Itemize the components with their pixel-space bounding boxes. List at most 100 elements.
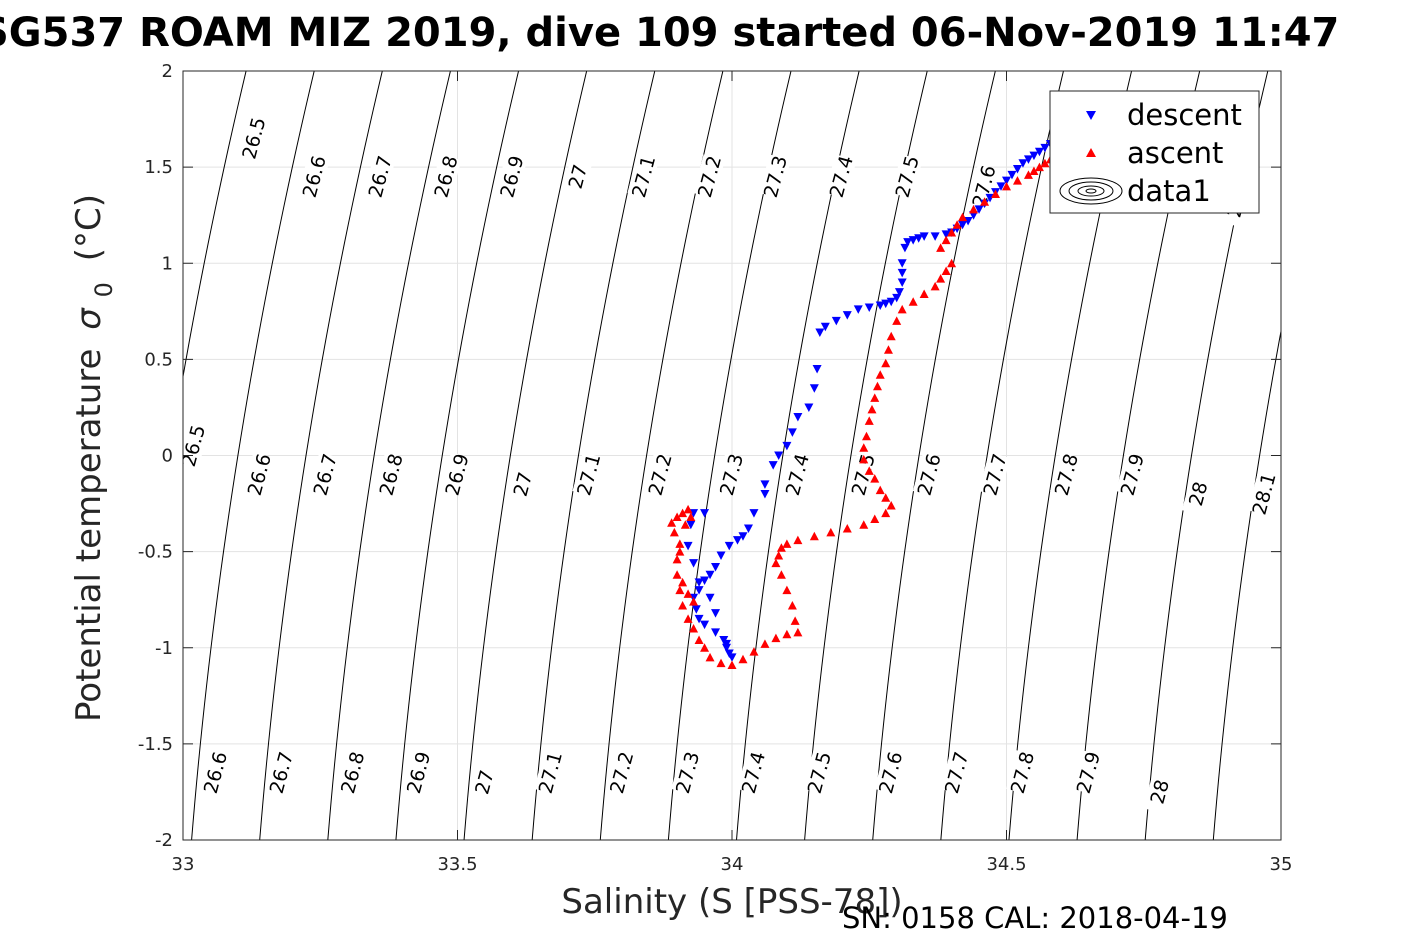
ascent-point: [908, 297, 918, 306]
isopycnal-line: [667, 71, 792, 840]
isopycnal-label-bg: [1181, 471, 1214, 516]
descent-point: [722, 639, 732, 649]
ascent-point: [842, 524, 852, 533]
isopycnal-label-bg: [374, 452, 407, 497]
y-tick-label: 0: [162, 446, 173, 467]
isopycnal-label-bg: [506, 461, 539, 507]
isopycnal-label-bg: [243, 452, 275, 497]
descent-point: [711, 609, 721, 618]
y-tick-label: -1: [155, 638, 173, 659]
ascent-point: [672, 554, 682, 564]
ascent-point: [870, 514, 880, 523]
isopycnal-label: 27: [561, 154, 594, 199]
descent-point: [897, 259, 907, 268]
descent-point: [853, 305, 863, 314]
isopycnal-label-bg: [940, 750, 972, 795]
isopycnal-label-bg: [572, 452, 605, 497]
descent-point: [705, 570, 715, 580]
isopycnal-label-bg: [1116, 452, 1148, 497]
descent-point: [1029, 151, 1039, 161]
ascent-point: [774, 550, 784, 560]
ascent-point: [875, 370, 885, 379]
isopycnal-line: [395, 71, 520, 840]
descent-point: [711, 563, 721, 572]
isopycnal-label: 28: [1143, 769, 1176, 814]
descent-point: [683, 541, 693, 551]
ascent-point: [881, 508, 891, 518]
y-axis-label: Potential temperature σ 0 (°C): [69, 194, 121, 722]
descent-point: [900, 243, 910, 253]
descent-point: [996, 182, 1006, 191]
y-axis-label-subscript: 0: [90, 282, 118, 297]
ascent-point: [686, 512, 696, 522]
ascent-point: [776, 570, 786, 579]
descent-point: [711, 628, 721, 637]
ascent-point: [672, 570, 682, 579]
descent-point: [686, 520, 696, 530]
ascent-point: [859, 520, 869, 529]
ascent-point: [678, 600, 688, 610]
ascent-point: [749, 647, 759, 656]
ascent-point: [793, 627, 803, 637]
ascent-point: [675, 539, 685, 548]
isopycnal-label: 27.8: [1006, 749, 1039, 796]
ascent-point: [870, 474, 880, 483]
ascent-point: [881, 493, 891, 502]
y-axis-label-unit: (°C): [69, 194, 109, 261]
y-tick-label: -0.5: [138, 542, 173, 563]
isopycnal-line: [599, 71, 724, 840]
descent-point: [1034, 147, 1044, 157]
isopycnal-label-bg: [199, 750, 231, 795]
descent-point: [974, 205, 984, 214]
ascent-point: [947, 258, 957, 268]
descent-point: [1023, 155, 1033, 164]
legend-ascent-marker: [1086, 148, 1096, 157]
descent-point: [694, 614, 704, 624]
svg-text:Potential temperature σ: Potential temperature σ 0 (°C): [69, 194, 121, 722]
descent-point: [700, 509, 710, 518]
ascent-point: [859, 454, 869, 464]
chart-title: SG537 ROAM MIZ 2019, dive 109 started 06…: [0, 10, 1339, 56]
descent-point: [793, 413, 803, 422]
ascent-point: [672, 512, 682, 522]
y-tick-label: 1.5: [144, 157, 173, 178]
isopycnal-label-bg: [495, 154, 528, 199]
ascent-point: [667, 518, 677, 527]
descent-point: [1018, 159, 1028, 168]
isopycnal-label-bg: [402, 750, 434, 795]
ascent-point: [958, 212, 968, 222]
ascent-point: [1034, 162, 1044, 172]
y-tick-label: -2: [155, 830, 173, 851]
y-axis-label-symbol: σ: [69, 307, 109, 330]
isopycnal-label-bg: [890, 154, 923, 199]
ascent-point: [864, 416, 874, 425]
descent-point: [787, 428, 797, 437]
isopycnal-line: [872, 71, 996, 840]
descent-point: [705, 593, 715, 603]
ascent-point: [883, 345, 893, 354]
ascent-point: [897, 304, 907, 314]
legend-ascent-label: ascent: [1127, 136, 1223, 170]
x-tick-label: 34.5: [986, 854, 1026, 875]
isopycnal-label-bg: [561, 154, 594, 199]
ascent-point: [705, 652, 715, 662]
descent-point: [897, 268, 907, 278]
descent-point: [716, 551, 726, 560]
legend-data1-marker: [1059, 177, 1123, 205]
ascent-point: [1023, 170, 1033, 179]
ascent-point: [683, 504, 693, 514]
isopycnal-line: [327, 71, 451, 840]
isopycnal-label-bg: [363, 154, 396, 199]
ascent-point: [771, 558, 781, 568]
descent-point: [812, 364, 822, 374]
isopycnal-label: 26.8: [429, 153, 463, 200]
ascent-point: [862, 431, 872, 441]
isopycnal-label: 26.9: [440, 451, 474, 498]
x-axis-label: Salinity (S [PSS-78]): [561, 882, 902, 922]
ascent-point: [936, 243, 946, 252]
ascent-point: [826, 527, 836, 537]
descent-point: [760, 489, 770, 499]
ascent-point: [782, 629, 792, 639]
ascent-point: [936, 274, 946, 283]
